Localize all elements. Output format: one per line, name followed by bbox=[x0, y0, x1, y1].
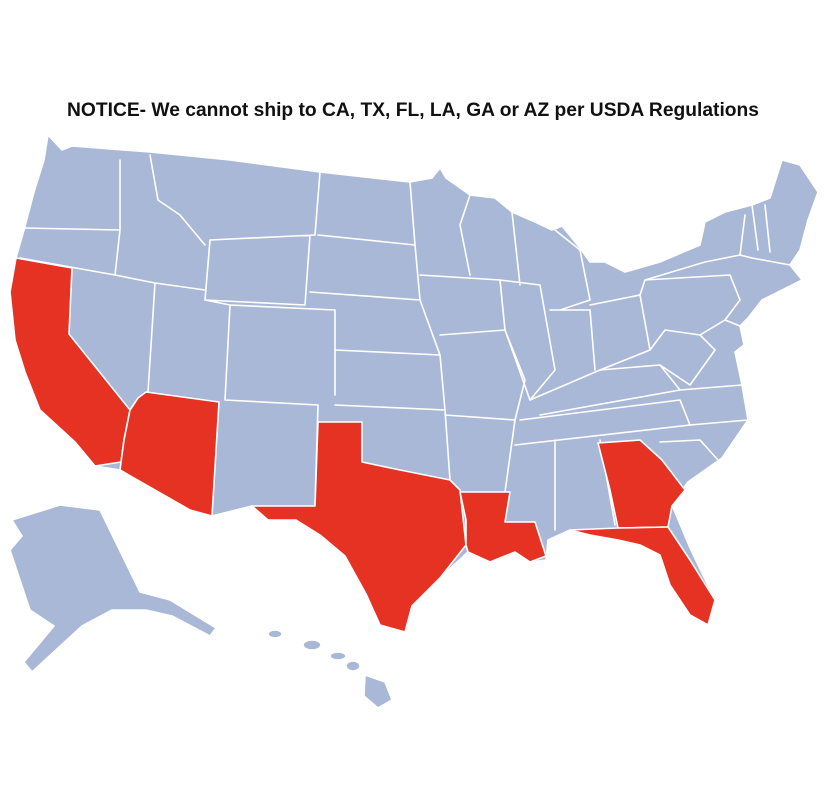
hawaii-island bbox=[329, 651, 347, 661]
alaska bbox=[9, 504, 217, 673]
state-georgia bbox=[597, 439, 686, 529]
hawaii-island bbox=[345, 660, 361, 672]
state-florida bbox=[569, 526, 716, 626]
hawaii-island bbox=[363, 674, 393, 709]
hawaii-island bbox=[267, 629, 283, 639]
state-louisiana bbox=[459, 491, 547, 563]
notice-text: NOTICE- We cannot ship to CA, TX, FL, LA… bbox=[67, 100, 759, 121]
hawaii-island bbox=[302, 639, 322, 651]
state-texas bbox=[251, 421, 467, 633]
hawaii bbox=[267, 629, 393, 709]
state-borders bbox=[19, 154, 791, 531]
state-california bbox=[9, 257, 131, 467]
state-arizona bbox=[119, 391, 220, 517]
